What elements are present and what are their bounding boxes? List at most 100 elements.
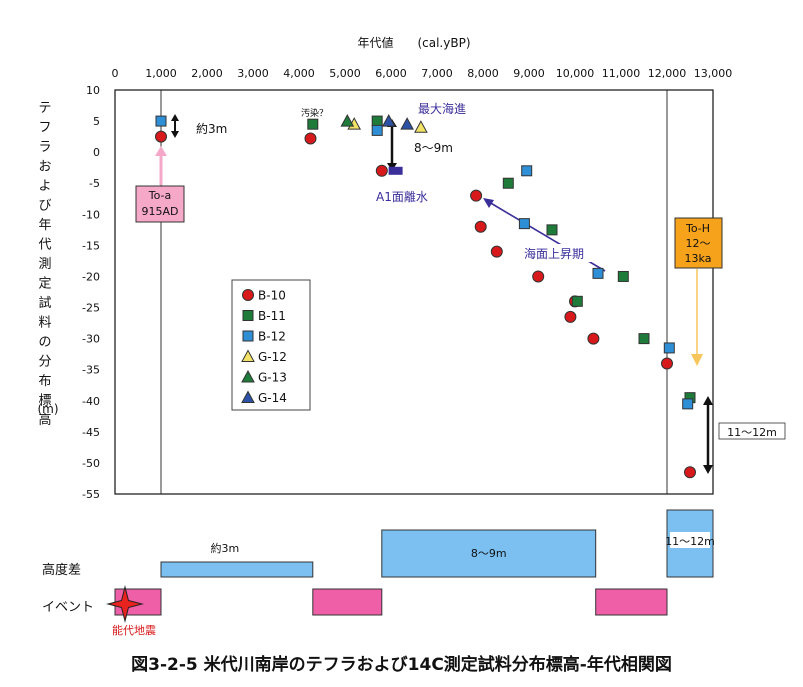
point-b-12 (518, 218, 530, 230)
point-b-12 (155, 115, 167, 127)
y-tick-label: -45 (82, 426, 100, 439)
toa-arrowhead (155, 146, 167, 156)
y-tick-label: -55 (82, 488, 100, 501)
y-tick-label: 5 (93, 115, 100, 128)
toa-label-2: 915AD (142, 205, 179, 218)
x-tick-label: 10,000 (556, 67, 595, 80)
legend-label: G-12 (258, 350, 287, 364)
saidai-kaishin-annot: 最大海進 (418, 101, 466, 116)
x-tick-label: 12,000 (648, 67, 687, 80)
x-tick-labels: 0 1,000 2,000 3,000 4,000 5,000 6,000 7,000 8,00… (112, 67, 733, 80)
y-tick-label: -40 (82, 395, 100, 408)
kodosa-bar-label-bg (670, 532, 710, 548)
x-tick-label: 4,000 (283, 67, 315, 80)
osen-annot: 汚染？ (301, 107, 328, 119)
legend-label: B-11 (258, 309, 286, 323)
y-tick-label: -50 (82, 457, 100, 470)
y-tick-label: -20 (82, 270, 100, 283)
kodosa-bar-label: 8～9m (471, 547, 507, 560)
annotations: To-a 915AD 約3m 汚染？ 最大海進 8～9m A1面離水 海面上昇期… (135, 101, 786, 474)
kodosa-bar (381, 529, 597, 578)
toh-label-2: 12～ (686, 237, 711, 250)
legend-label: B-12 (258, 330, 286, 344)
event-bar (595, 588, 668, 616)
point-b-10 (375, 164, 388, 177)
plot-frame (114, 89, 714, 495)
kodosa-label: 高度差 (42, 562, 81, 578)
point-g-12 (414, 120, 428, 133)
data-points (155, 114, 696, 479)
event-label: イベント (42, 600, 94, 615)
x-tick-label: 7,000 (421, 67, 453, 80)
kodosa-bar-label: 約3m (211, 541, 240, 555)
point-special (388, 166, 403, 175)
point-b-10 (470, 189, 483, 202)
legend-marker (242, 289, 254, 301)
y-tick-labels: 10 5 0 -5 -10 -15 -20 -25 -30 -35 -40 -45 -50 -55 (82, 84, 100, 501)
point-b-10 (684, 466, 696, 479)
point-b-11 (502, 177, 514, 189)
x-tick-label: 11,000 (602, 67, 641, 80)
x-tick-label: 13,000 (694, 67, 733, 80)
x-tick-label: 6,000 (375, 67, 407, 80)
point-b-10 (532, 270, 545, 283)
legend: B-10 B-11 B-12 G-12 G-13 G-14 (231, 279, 311, 411)
point-b-11 (371, 115, 383, 127)
point-b-12 (521, 165, 533, 177)
legend-label: G-13 (258, 371, 287, 385)
kodosa-bar (160, 561, 314, 578)
point-g-14 (400, 117, 414, 130)
y-tick-label: -10 (82, 208, 100, 221)
legend-label: B-10 (258, 289, 286, 303)
hachi-kyu-annot: 8～9m (414, 141, 453, 155)
point-b-12 (592, 267, 604, 279)
y-tick-label: 10 (86, 84, 100, 97)
point-b-10 (661, 357, 673, 370)
point-b-10 (474, 220, 487, 233)
point-b-10 (587, 332, 600, 345)
point-b-10 (490, 245, 503, 258)
point-b-11 (638, 333, 650, 345)
legend-marker (241, 390, 255, 403)
x-tick-label: 8,000 (467, 67, 499, 80)
toh-label-1: To-H (685, 222, 710, 235)
point-g-14 (381, 114, 396, 127)
kaimen-joushouki-annot: 海面上昇期 (524, 246, 584, 261)
toh-label-3: 13ka (685, 252, 712, 265)
x-tick-label: 0 (112, 67, 119, 80)
point-b-12 (663, 342, 675, 354)
point-b-12 (371, 124, 383, 136)
earthquake-star-icon (106, 585, 144, 623)
y-tick-label: -30 (82, 333, 100, 346)
point-b-10 (564, 310, 577, 323)
y-tick-label: -25 (82, 302, 100, 315)
toa-label-1: To-a (148, 189, 172, 202)
legend-marker (242, 330, 254, 342)
y-tick-label: 0 (93, 146, 100, 159)
x-tick-label: 9,000 (513, 67, 545, 80)
point-g-13 (340, 114, 355, 127)
yaku3m-annot: 約3m (196, 121, 227, 136)
y-tick-label: -5 (89, 177, 100, 190)
point-b-10 (155, 130, 167, 143)
x-tick-label: 3,000 (237, 67, 269, 80)
bottom-rows: 高度差 イベント 能代地震 約3m 8～9m 11～12m (42, 509, 715, 637)
event-bar (312, 588, 383, 616)
legend-marker (241, 349, 255, 362)
x-tick-label: 2,000 (191, 67, 223, 80)
legend-label: G-14 (258, 391, 287, 405)
toa-box (135, 185, 185, 223)
a1-rishui-annot: A1面離水 (376, 190, 428, 204)
legend-marker (241, 369, 255, 383)
y-tick-label: -15 (82, 239, 100, 252)
x-tick-label: 1,000 (145, 67, 177, 80)
point-b-12 (682, 398, 694, 410)
point-b-11 (617, 270, 629, 282)
y-axis-unit: (m) (37, 402, 58, 416)
point-b-10 (304, 132, 317, 145)
noshiro-jishin-label: 能代地震 (112, 623, 156, 637)
juichi-annot: 11～12m (727, 426, 777, 439)
point-b-11 (307, 118, 319, 130)
y-axis-label: テフラおよび年代測定試料の分布標高 (38, 101, 51, 428)
